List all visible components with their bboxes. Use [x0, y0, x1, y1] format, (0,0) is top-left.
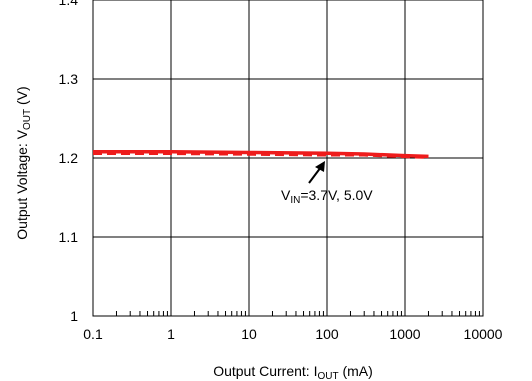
- annotation-label: VIN=3.7V, 5.0V: [281, 187, 373, 206]
- minor-ticks: [115, 311, 480, 316]
- y-tick-label: 1.3: [59, 71, 79, 87]
- y-axis-title: Output Voltage: VOUT (V): [14, 86, 33, 239]
- series-layer: [93, 149, 429, 159]
- x-axis-title: Output Current: IOUT (mA): [213, 363, 373, 381]
- annotation-arrow-head: [315, 161, 325, 172]
- plot-frame: [92, 0, 484, 317]
- x-tick-label: 1: [167, 326, 175, 342]
- y-tick-label: 1.4: [59, 0, 79, 8]
- series-line-1: [93, 151, 429, 159]
- y-tick-labels: 1 1.1 1.2 1.3 1.4: [59, 0, 79, 324]
- y-tick-label: 1: [70, 308, 78, 324]
- x-tick-labels: 0.1 1 10 100 1000 10000: [83, 326, 502, 342]
- y-tick-label: 1.2: [59, 150, 79, 166]
- annotation: VIN=3.7V, 5.0V: [281, 161, 373, 206]
- x-tick-label: 0.1: [83, 326, 103, 342]
- x-tick-label: 100: [315, 326, 339, 342]
- y-tick-label: 1.1: [59, 229, 79, 245]
- x-tick-label: 10: [241, 326, 257, 342]
- annotation-arrow: [308, 166, 322, 184]
- x-tick-label: 1000: [389, 326, 420, 342]
- x-tick-label: 10000: [464, 326, 503, 342]
